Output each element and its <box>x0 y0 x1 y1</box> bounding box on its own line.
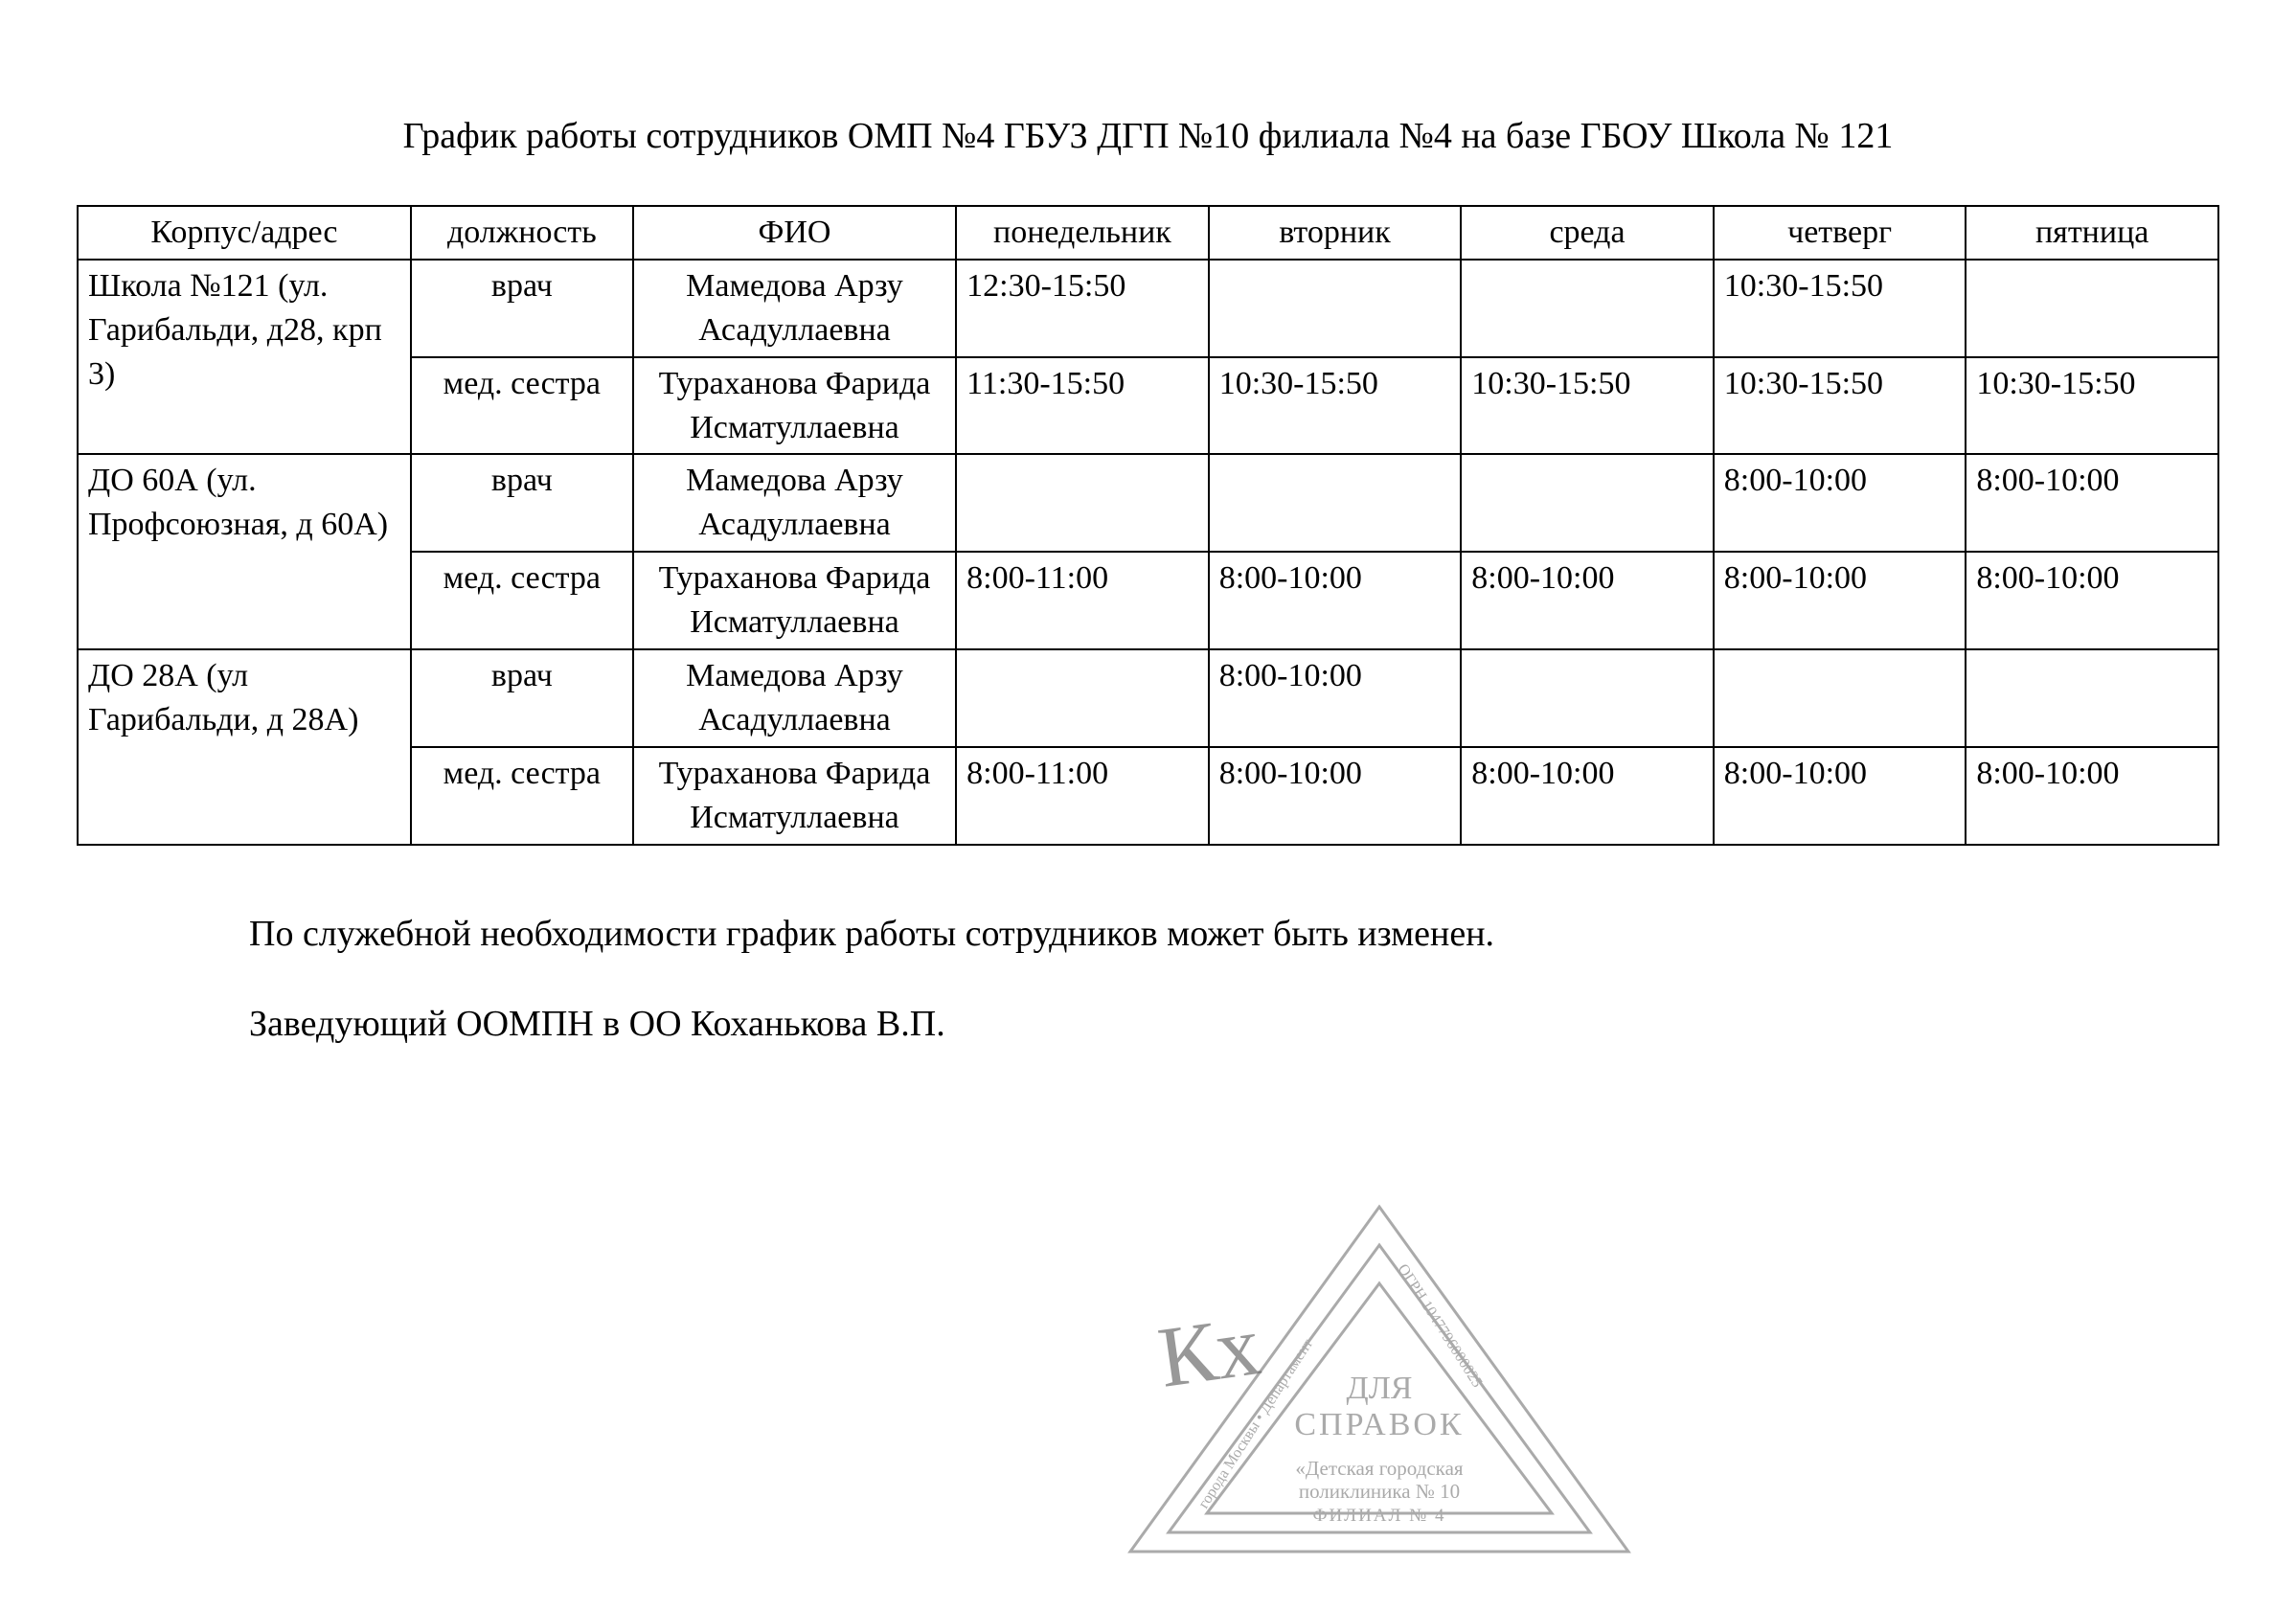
table-header-row: Корпус/адрес должность ФИО понедельник в… <box>78 206 2218 260</box>
cell-position: врач <box>411 649 633 747</box>
cell-fri: 10:30-15:50 <box>1966 357 2218 455</box>
cell-name: Мамедова Арзу Асадуллаевна <box>633 454 956 552</box>
svg-text:ФИЛИАЛ № 4: ФИЛИАЛ № 4 <box>1312 1506 1445 1526</box>
cell-location: ДО 28А (ул Гарибальди, д 28А) <box>78 649 411 845</box>
header-name: ФИО <box>633 206 956 260</box>
svg-text:ОГРН 1047796000025: ОГРН 1047796000025 <box>1395 1261 1486 1391</box>
table-row: Школа №121 (ул. Гарибальди, д28, крп 3) … <box>78 260 2218 357</box>
svg-text:города Москвы • Департамент: города Москвы • Департамент <box>1195 1336 1316 1511</box>
cell-position: врач <box>411 454 633 552</box>
cell-name: Тураханова Фарида Исматуллаевна <box>633 357 956 455</box>
cell-wed <box>1461 454 1714 552</box>
cell-wed: 10:30-15:50 <box>1461 357 1714 455</box>
header-wednesday: среда <box>1461 206 1714 260</box>
cell-position: мед. сестра <box>411 747 633 845</box>
cell-position: мед. сестра <box>411 552 633 649</box>
cell-tue: 8:00-10:00 <box>1209 649 1462 747</box>
cell-thu: 8:00-10:00 <box>1714 552 1966 649</box>
cell-thu: 8:00-10:00 <box>1714 454 1966 552</box>
cell-fri: 8:00-10:00 <box>1966 454 2218 552</box>
cell-mon: 8:00-11:00 <box>956 747 1209 845</box>
svg-text:«Детская городская: «Детская городская <box>1295 1457 1463 1480</box>
document-title: График работы сотрудников ОМП №4 ГБУЗ ДГ… <box>77 115 2219 157</box>
signature-mark: Кх <box>1152 1296 1265 1408</box>
cell-tue: 8:00-10:00 <box>1209 747 1462 845</box>
cell-tue: 10:30-15:50 <box>1209 357 1462 455</box>
header-location: Корпус/адрес <box>78 206 411 260</box>
cell-thu <box>1714 649 1966 747</box>
cell-location: Школа №121 (ул. Гарибальди, д28, крп 3) <box>78 260 411 455</box>
cell-tue <box>1209 260 1462 357</box>
cell-fri <box>1966 260 2218 357</box>
cell-thu: 10:30-15:50 <box>1714 260 1966 357</box>
cell-fri: 8:00-10:00 <box>1966 747 2218 845</box>
table-body: Школа №121 (ул. Гарибальди, д28, крп 3) … <box>78 260 2218 845</box>
cell-fri <box>1966 649 2218 747</box>
footer-signatory: Заведующий ООМПН в ОО Коханькова В.П. <box>249 1003 2219 1045</box>
schedule-table: Корпус/адрес должность ФИО понедельник в… <box>77 205 2219 846</box>
cell-name: Тураханова Фарида Исматуллаевна <box>633 552 956 649</box>
stamp-icon: ДЛЯ СПРАВОК «Детская городская поликлини… <box>1111 1188 1648 1571</box>
header-position: должность <box>411 206 633 260</box>
cell-name: Мамедова Арзу Асадуллаевна <box>633 649 956 747</box>
header-monday: понедельник <box>956 206 1209 260</box>
cell-position: врач <box>411 260 633 357</box>
cell-position: мед. сестра <box>411 357 633 455</box>
footer-note-text: По служебной необходимости график работы… <box>249 913 2219 955</box>
cell-name: Мамедова Арзу Асадуллаевна <box>633 260 956 357</box>
footer-notes: По служебной необходимости график работы… <box>77 913 2219 1045</box>
cell-mon: 12:30-15:50 <box>956 260 1209 357</box>
cell-name: Тураханова Фарида Исматуллаевна <box>633 747 956 845</box>
cell-thu: 10:30-15:50 <box>1714 357 1966 455</box>
header-thursday: четверг <box>1714 206 1966 260</box>
svg-text:СПРАВОК: СПРАВОК <box>1294 1407 1464 1442</box>
cell-wed <box>1461 649 1714 747</box>
cell-mon: 8:00-11:00 <box>956 552 1209 649</box>
cell-wed <box>1461 260 1714 357</box>
cell-wed: 8:00-10:00 <box>1461 747 1714 845</box>
header-tuesday: вторник <box>1209 206 1462 260</box>
svg-text:ДЛЯ: ДЛЯ <box>1347 1371 1413 1406</box>
cell-mon <box>956 649 1209 747</box>
table-row: ДО 28А (ул Гарибальди, д 28А) врач Мамед… <box>78 649 2218 747</box>
svg-text:поликлиника № 10: поликлиника № 10 <box>1299 1480 1460 1503</box>
cell-tue <box>1209 454 1462 552</box>
cell-location: ДО 60А (ул. Профсоюзная, д 60А) <box>78 454 411 649</box>
header-friday: пятница <box>1966 206 2218 260</box>
cell-tue: 8:00-10:00 <box>1209 552 1462 649</box>
cell-fri: 8:00-10:00 <box>1966 552 2218 649</box>
cell-mon <box>956 454 1209 552</box>
cell-mon: 11:30-15:50 <box>956 357 1209 455</box>
cell-wed: 8:00-10:00 <box>1461 552 1714 649</box>
cell-thu: 8:00-10:00 <box>1714 747 1966 845</box>
table-row: ДО 60А (ул. Профсоюзная, д 60А) врач Мам… <box>78 454 2218 552</box>
